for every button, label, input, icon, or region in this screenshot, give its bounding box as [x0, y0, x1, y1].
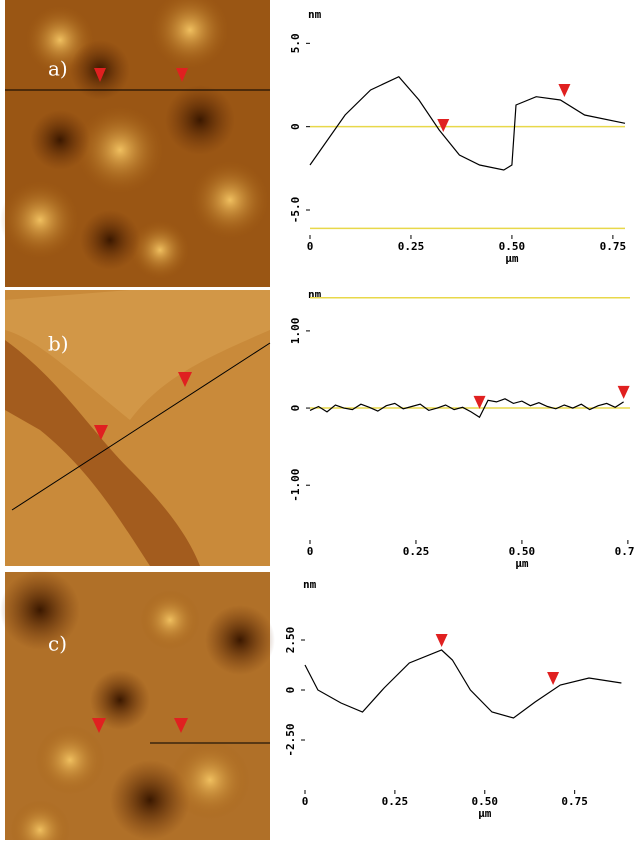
- profile-line: [309, 75, 626, 171]
- x-tick-label: 0: [307, 545, 314, 558]
- x-tick-label: 0: [302, 795, 309, 808]
- x-tick-label: 0.25: [398, 240, 425, 253]
- x-axis-label: μm: [515, 557, 529, 570]
- profile-line: [309, 398, 624, 419]
- y-tick-label: 5.0: [289, 33, 302, 53]
- x-axis-label: μm: [505, 252, 519, 265]
- panel-label: c): [48, 632, 67, 656]
- y-tick-label: 0: [289, 123, 302, 130]
- profile-line: [304, 649, 622, 719]
- panel-label: b): [48, 332, 69, 356]
- y-tick-label: -2.50: [284, 723, 297, 756]
- panel-label: a): [48, 57, 68, 81]
- y-tick-label: 0: [284, 687, 297, 694]
- afm-image-a: a): [0, 0, 270, 287]
- y-axis-label: nm: [303, 578, 317, 591]
- afm-image-c: c): [0, 570, 275, 844]
- x-tick-label: 0.75: [615, 545, 635, 558]
- cursor-marker: [473, 395, 486, 409]
- y-axis-label: nm: [308, 8, 322, 21]
- cursor-marker: [435, 634, 448, 647]
- cursor-marker: [547, 672, 560, 685]
- x-tick-label: 0.50: [509, 545, 536, 558]
- x-tick-label: 0.50: [472, 795, 499, 808]
- cursor-marker: [437, 119, 450, 132]
- x-tick-label: 0.75: [561, 795, 588, 808]
- cursor-marker: [558, 84, 571, 97]
- afm-image-b: b): [5, 290, 271, 566]
- y-tick-label: -5.0: [289, 197, 302, 224]
- y-tick-label: 1.00: [289, 318, 302, 345]
- y-tick-label: 0: [289, 405, 302, 412]
- x-tick-label: 0.25: [403, 545, 430, 558]
- y-axis-label: nm: [308, 288, 322, 301]
- cursor-marker: [617, 385, 630, 399]
- y-tick-label: 2.50: [284, 627, 297, 654]
- x-tick-label: 0: [307, 240, 314, 253]
- x-tick-label: 0.75: [600, 240, 627, 253]
- y-tick-label: -1.00: [289, 469, 302, 502]
- x-axis-label: μm: [478, 807, 492, 820]
- x-tick-label: 0.50: [499, 240, 526, 253]
- x-tick-label: 0.25: [382, 795, 409, 808]
